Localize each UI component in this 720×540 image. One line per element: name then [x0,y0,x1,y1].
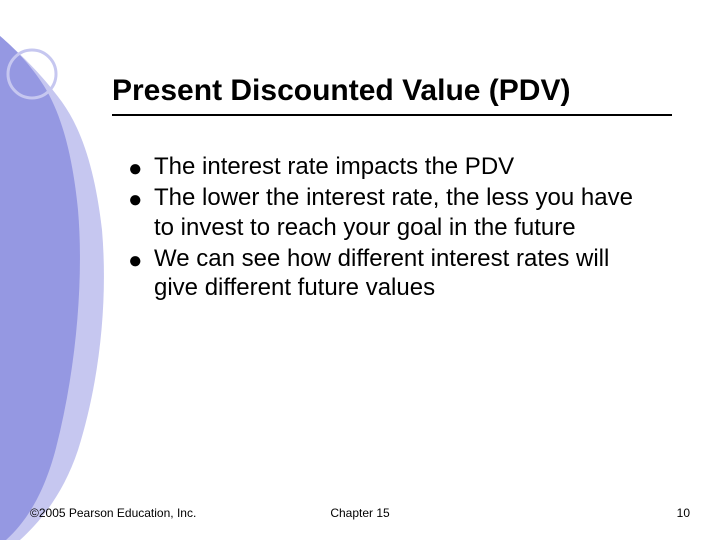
title-block: Present Discounted Value (PDV) [112,74,672,116]
bullet-icon: ● [128,154,143,183]
bullet-text: The interest rate impacts the PDV [154,153,514,180]
bullet-text: The lower the interest rate, the less yo… [154,184,633,240]
footer: ©2005 Pearson Education, Inc. Chapter 15… [30,506,690,520]
bullet-icon: ● [128,185,143,214]
list-item: ● The interest rate impacts the PDV [128,152,658,181]
content-area: ● The interest rate impacts the PDV ● Th… [128,152,658,304]
footer-chapter: Chapter 15 [330,506,389,520]
slide-title: Present Discounted Value (PDV) [112,74,672,108]
bullet-icon: ● [128,246,143,275]
title-underline [112,114,672,116]
bullet-list: ● The interest rate impacts the PDV ● Th… [128,152,658,302]
footer-page-number: 10 [677,506,690,520]
bullet-text: We can see how different interest rates … [154,245,609,301]
list-item: ● We can see how different interest rate… [128,244,658,303]
list-item: ● The lower the interest rate, the less … [128,183,658,242]
footer-copyright: ©2005 Pearson Education, Inc. [30,506,196,520]
